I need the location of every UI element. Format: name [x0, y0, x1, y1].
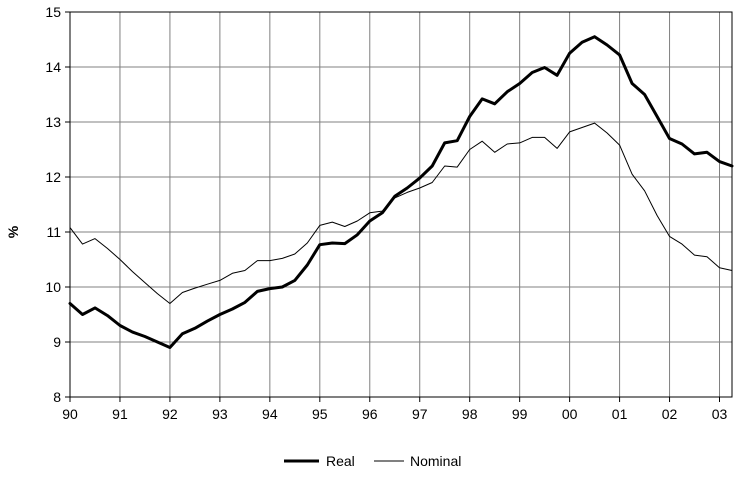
data-series — [68, 35, 734, 349]
x-tick-label: 00 — [562, 406, 578, 422]
x-tick-label: 92 — [162, 406, 178, 422]
y-tick-label: 12 — [45, 169, 61, 185]
legend: Real Nominal — [284, 453, 461, 469]
legend-real-label: Real — [326, 453, 355, 469]
nominal-line — [69, 122, 733, 304]
x-tick-label: 99 — [512, 406, 528, 422]
x-tick-label: 95 — [312, 406, 328, 422]
y-tick-label: 15 — [45, 4, 61, 20]
y-tick-label: 9 — [53, 334, 61, 350]
x-tick-label: 97 — [412, 406, 428, 422]
x-tick-label: 98 — [462, 406, 478, 422]
plot-area-border — [69, 11, 733, 398]
y-tick-label: 13 — [45, 114, 61, 130]
x-tick-label: 01 — [612, 406, 628, 422]
x-tick-label: 90 — [62, 406, 78, 422]
x-tick-label: 02 — [662, 406, 678, 422]
y-axis-label: % — [5, 225, 21, 238]
y-tick-label: 11 — [46, 224, 61, 240]
legend-nominal-label: Nominal — [410, 453, 461, 469]
axes — [65, 11, 733, 402]
x-tick-label: 03 — [712, 406, 728, 422]
x-tick-label: 93 — [212, 406, 228, 422]
tick-labels: 8 9 10 11 12 13 14 15 90 91 92 93 94 95 96 97 98 99 00 01 02… — [45, 4, 727, 422]
x-tick-label: 91 — [112, 406, 128, 422]
y-tick-label: 10 — [45, 279, 61, 295]
real-line — [68, 35, 734, 349]
x-tick-label: 96 — [362, 406, 378, 422]
y-tick-label: 14 — [45, 59, 61, 75]
x-tick-label: 94 — [262, 406, 278, 422]
y-tick-label: 8 — [53, 389, 61, 405]
grid-lines — [69, 11, 732, 398]
